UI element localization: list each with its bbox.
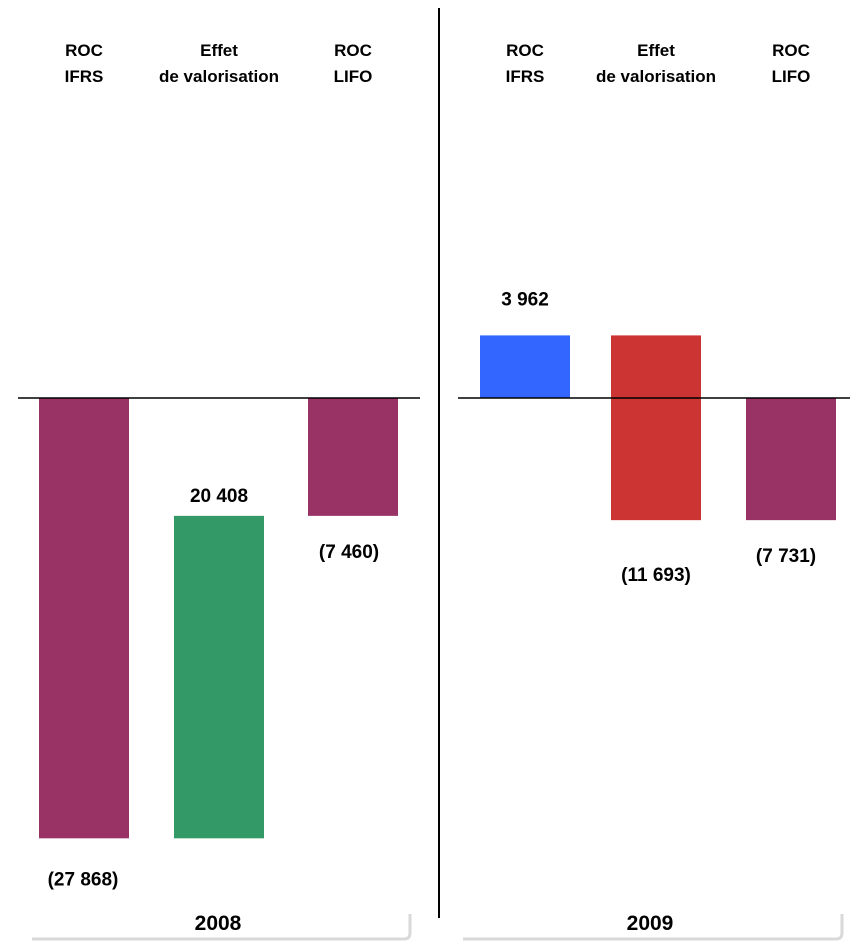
chart-panel-2008: ROC IFRS Effet de valorisation ROC LIFO (27 86… [18, 41, 420, 941]
year-label: 2008 [195, 912, 242, 935]
chart-panel-2009: ROC IFRS Effet de valorisation ROC LIFO 3 962 (… [458, 41, 850, 941]
category-label-line1: ROC [65, 41, 103, 60]
year-box-border [463, 914, 844, 941]
data-label: (7 460) [319, 542, 379, 563]
year-label: 2009 [627, 912, 674, 935]
data-label: 3 962 [501, 289, 549, 310]
category-label-line2: IFRS [506, 67, 545, 86]
bar [480, 335, 570, 398]
category-label-line2: de valorisation [159, 67, 279, 86]
year-box-border [32, 914, 412, 941]
data-label: 20 408 [190, 486, 248, 507]
category-label-line1: ROC [334, 41, 372, 60]
category-label-line2: LIFO [334, 67, 373, 86]
category-label-line1: ROC [772, 41, 810, 60]
category-label-line1: Effet [200, 41, 238, 60]
category-label-line1: ROC [506, 41, 544, 60]
bar [308, 398, 398, 516]
data-label: (7 731) [756, 546, 816, 567]
data-label: (11 693) [621, 565, 691, 586]
category-label-line2: LIFO [772, 67, 811, 86]
data-label: (27 868) [48, 869, 119, 890]
category-label-line2: IFRS [65, 67, 104, 86]
bar [39, 398, 129, 839]
bar [611, 335, 701, 521]
category-label-line2: de valorisation [596, 67, 716, 86]
bar [746, 398, 836, 521]
bar [174, 515, 264, 839]
category-label-line1: Effet [637, 41, 675, 60]
